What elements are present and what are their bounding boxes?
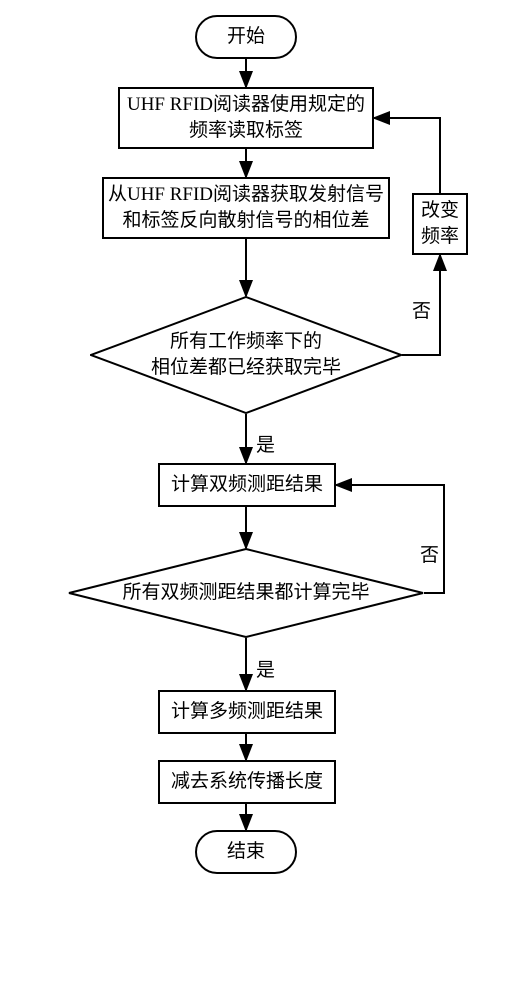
- edge-label-yes1: 是: [256, 430, 275, 457]
- process-n4: 计算多频测距结果: [158, 690, 336, 734]
- terminal-end: 结束: [195, 830, 297, 874]
- process-n1: UHF RFID阅读器使用规定的频率读取标签: [118, 87, 374, 149]
- decision-d1: 所有工作频率下的相位差都已经获取完毕: [90, 296, 402, 414]
- edge-label-no1: 否: [412, 296, 431, 323]
- decision-label-d2: 所有双频测距结果都计算完毕: [68, 548, 424, 638]
- process-n5: 减去系统传播长度: [158, 760, 336, 804]
- flowchart-canvas: 开始 UHF RFID阅读器使用规定的频率读取标签从UHF RFID阅读器获取发射…: [0, 0, 506, 1000]
- edge-label-no2: 否: [420, 540, 439, 567]
- process-chg: 改变频率: [412, 193, 468, 255]
- decision-label-d1: 所有工作频率下的相位差都已经获取完毕: [90, 296, 402, 414]
- edge-label-yes2: 是: [256, 655, 275, 682]
- process-n2: 从UHF RFID阅读器获取发射信号和标签反向散射信号的相位差: [102, 177, 390, 239]
- terminal-start: 开始: [195, 15, 297, 59]
- decision-d2: 所有双频测距结果都计算完毕: [68, 548, 424, 638]
- process-n3: 计算双频测距结果: [158, 463, 336, 507]
